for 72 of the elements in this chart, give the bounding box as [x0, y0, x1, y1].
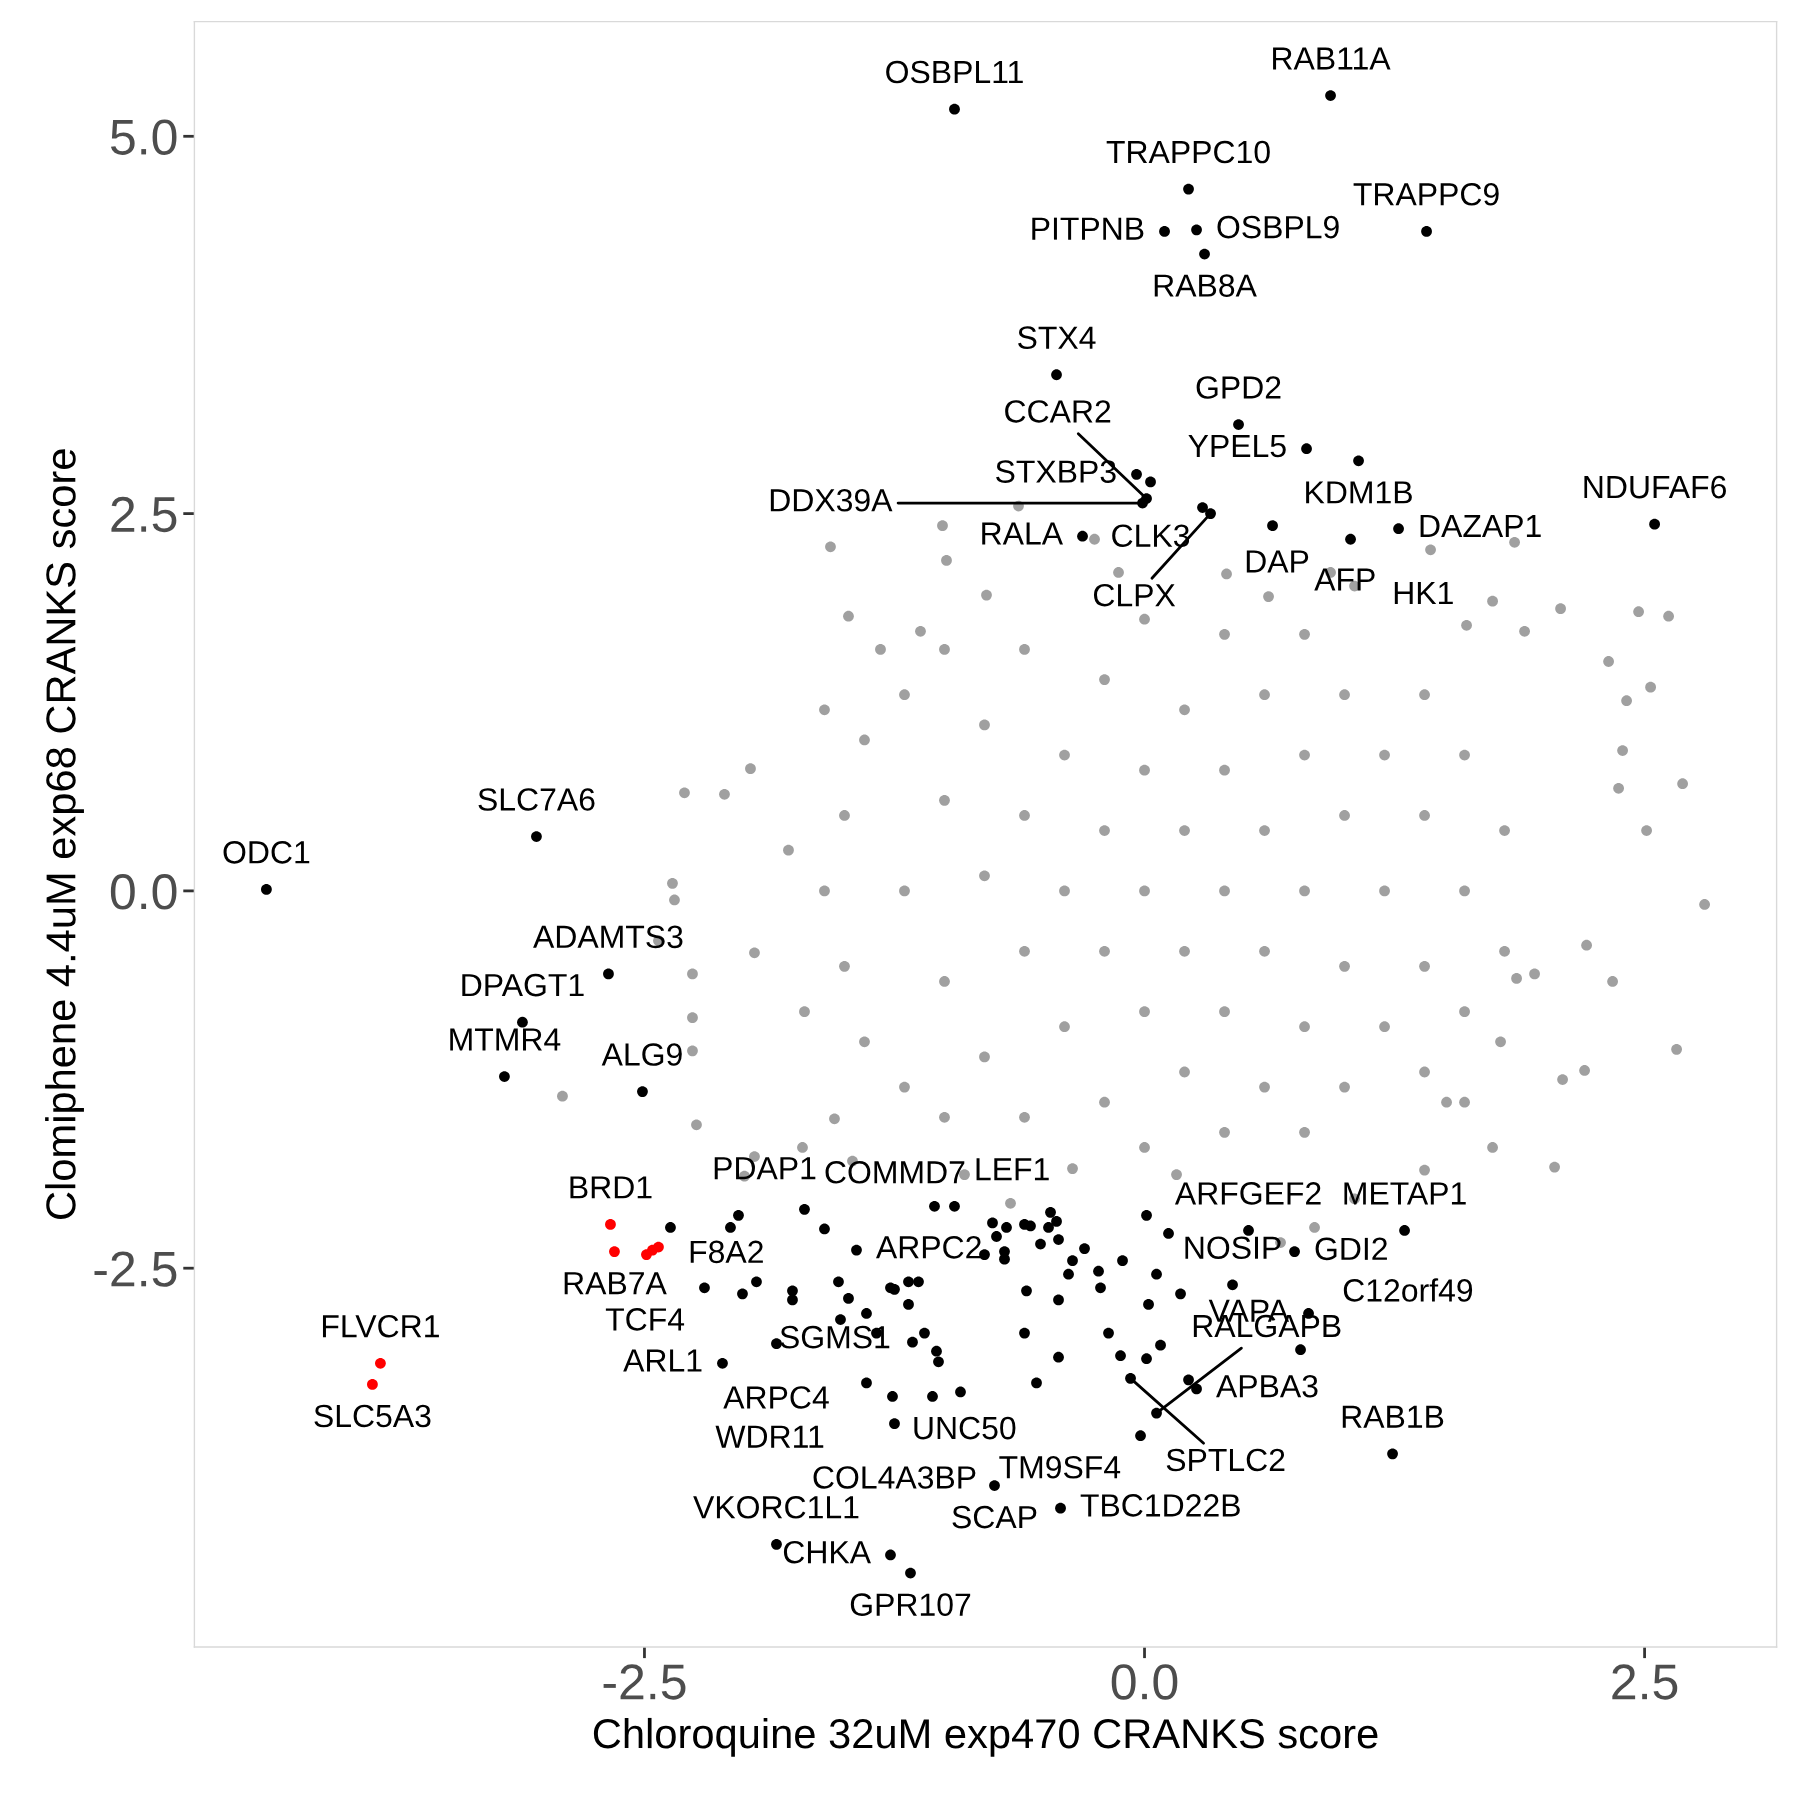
annotation: NOSIP — [1185, 1236, 1281, 1260]
x-tick-label: -2.5 — [603, 1664, 686, 1700]
annotation: RAB11A — [1273, 47, 1391, 70]
annotation: SLC5A3 — [314, 1404, 431, 1428]
y-tick-label: 2.5 — [111, 496, 177, 533]
annotation: ODC1 — [223, 841, 310, 864]
annotation: ARL1 — [623, 1349, 702, 1372]
annotation: PDAP1 — [714, 1157, 816, 1180]
x-axis-title: Chloroquine 32uM exp470 CRANKS score — [593, 1717, 1378, 1757]
annotation: ALG9 — [601, 1043, 682, 1066]
annotation: DDX39A — [770, 488, 893, 512]
point — [609, 1246, 620, 1257]
annotation: LEF1 — [976, 1158, 1049, 1181]
annotation: TCF4 — [605, 1308, 685, 1331]
y-tick-label: -2.5 — [94, 1251, 177, 1287]
annotation: RAB1B — [1342, 1405, 1444, 1428]
annotation: TRAPPC9 — [1353, 183, 1499, 206]
annotation: RAB8A — [1154, 274, 1257, 297]
annotation: TM9SF4 — [999, 1456, 1121, 1479]
point — [653, 1241, 664, 1253]
annotation: WDR11 — [715, 1425, 824, 1448]
annotation: MTMR4 — [450, 1028, 561, 1051]
annotation: TRAPPC10 — [1106, 140, 1270, 164]
annotation: STX4 — [1018, 326, 1096, 349]
point — [605, 1219, 616, 1230]
annotation: SLC7A6 — [478, 788, 595, 811]
point — [375, 1357, 386, 1369]
annotation: KDM1B — [1306, 481, 1412, 504]
point — [367, 1379, 378, 1390]
annotation: TBC1D22B — [1080, 1494, 1240, 1517]
annotation: GPD2 — [1196, 376, 1281, 399]
x-tick-label: 2.5 — [1612, 1664, 1678, 1700]
annotation: COMMD7 — [825, 1160, 965, 1184]
annotation: OSBPL9 — [1217, 215, 1339, 239]
annotation: VKORC1L1 — [693, 1496, 859, 1519]
annotation: PITPNB — [1032, 217, 1144, 240]
annotation: ADAMTS3 — [533, 925, 683, 949]
annotation: BRD1 — [570, 1176, 652, 1199]
annotation: AFP — [1314, 568, 1375, 591]
annotation: APBA3 — [1216, 1374, 1318, 1398]
annotation: STXBP3 — [996, 460, 1116, 483]
annotation: CLK3 — [1112, 524, 1190, 548]
annotation: GDI2 — [1315, 1237, 1387, 1261]
annotation: ARPC2 — [875, 1236, 981, 1259]
annotation: NDUFAF6 — [1584, 475, 1726, 499]
annotation: C12orf49 — [1343, 1278, 1473, 1302]
annotation: RALA — [982, 522, 1063, 545]
annotation: ARFGEF2 — [1174, 1182, 1321, 1205]
x-tick-label: 0.0 — [1111, 1664, 1178, 1700]
annotation: CLPX — [1093, 583, 1176, 607]
y-axis-title: Clomiphene 4.4uM exp68 CRANKS score — [45, 449, 84, 1219]
annotation: F8A2 — [690, 1240, 763, 1264]
annotation: HK1 — [1394, 582, 1453, 605]
y-tick-label: 0.0 — [110, 874, 177, 910]
annotation: YPEL5 — [1188, 434, 1286, 458]
annotation: COL4A3BP — [813, 1466, 976, 1489]
annotation: DAZAP1 — [1420, 514, 1541, 537]
annotation: CHKA — [783, 1540, 871, 1564]
annotation: SPTLC2 — [1166, 1448, 1285, 1472]
annotation: SGMS1 — [780, 1325, 890, 1349]
y-tick-label: 5.0 — [110, 119, 177, 155]
annotation: ARPC4 — [723, 1386, 829, 1409]
annotation: CCAR2 — [1005, 400, 1111, 423]
annotation: UNC50 — [914, 1416, 1016, 1440]
annotation: OSBPL11 — [886, 60, 1023, 84]
annotation: GPR107 — [850, 1593, 971, 1616]
annotation: FLVCR1 — [322, 1314, 439, 1338]
annotation: DAP — [1246, 550, 1309, 573]
annotation: DPAGT1 — [462, 973, 584, 997]
annotation: SCAP — [952, 1505, 1037, 1529]
annotation: METAP1 — [1344, 1182, 1466, 1205]
annotation: RAB7A — [564, 1272, 667, 1295]
